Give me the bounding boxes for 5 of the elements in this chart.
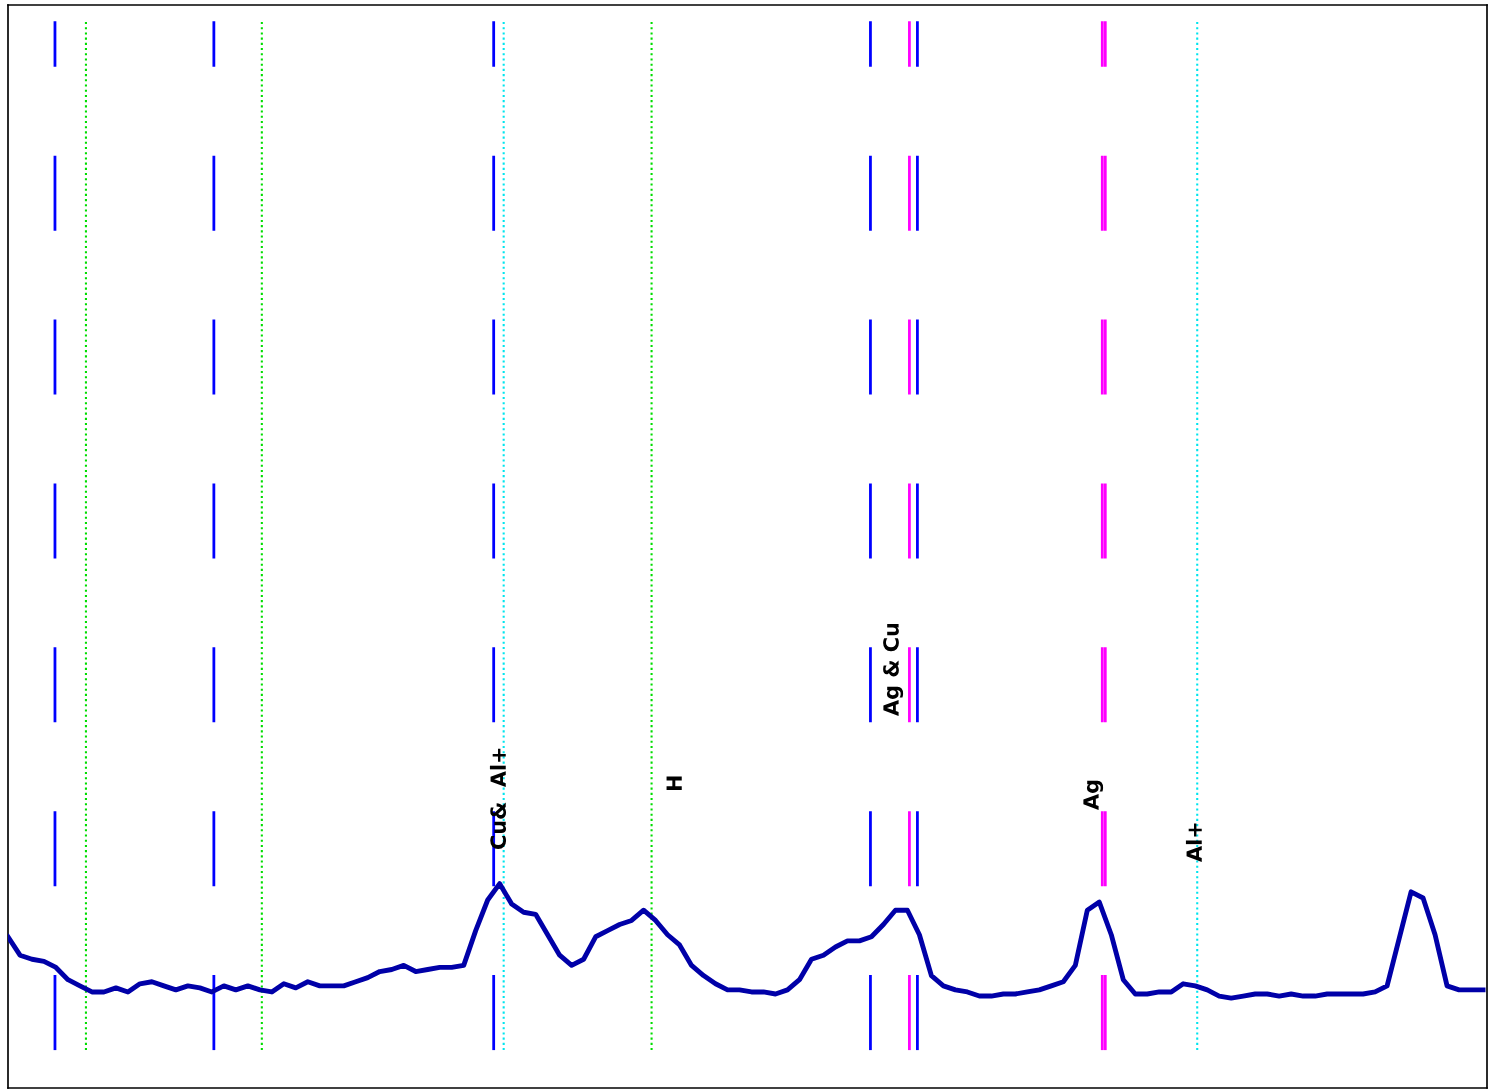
text: Ag <box>1083 780 1104 810</box>
text: Cu& Al+ <box>489 748 507 849</box>
text: H <box>666 776 682 791</box>
text: Ag & Cu <box>883 623 904 716</box>
text: Al+ <box>1185 823 1202 862</box>
